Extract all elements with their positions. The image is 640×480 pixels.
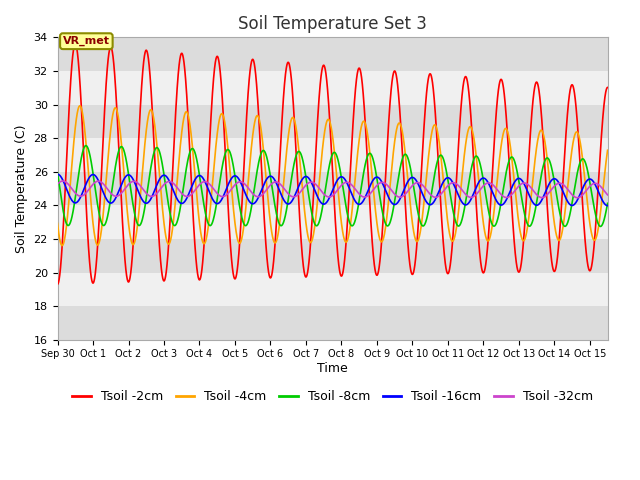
Tsoil -8cm (464, 184, 472, 190)
Line: Tsoil -2cm: Tsoil -2cm (58, 44, 607, 284)
Tsoil -4cm (384, 207, 392, 213)
Tsoil -16cm (264, 175, 271, 180)
Line: Tsoil -8cm: Tsoil -8cm (58, 145, 607, 227)
Tsoil -8cm (596, 224, 604, 229)
Tsoil -2cm (464, 83, 472, 89)
Tsoil -32cm (383, 182, 391, 188)
Tsoil -2cm (604, 84, 611, 90)
Tsoil -2cm (154, 211, 161, 217)
Tsoil -2cm (383, 139, 391, 144)
Line: Tsoil -16cm: Tsoil -16cm (58, 174, 607, 205)
Bar (58, 239, 607, 273)
Tsoil -8cm (154, 145, 161, 151)
Tsoil -2cm (264, 264, 271, 269)
Line: Tsoil -32cm: Tsoil -32cm (58, 181, 607, 198)
Tsoil -4cm (54, 220, 61, 226)
Bar (58, 273, 607, 306)
Tsoil -2cm (412, 258, 419, 264)
Bar (58, 37, 607, 71)
Bar (58, 172, 607, 205)
Tsoil -8cm (82, 143, 90, 148)
Tsoil -8cm (383, 223, 391, 229)
Title: Soil Temperature Set 3: Soil Temperature Set 3 (238, 15, 427, 33)
Y-axis label: Soil Temperature (C): Soil Temperature (C) (15, 124, 28, 253)
Tsoil -16cm (412, 176, 419, 182)
Tsoil -4cm (412, 237, 419, 242)
Tsoil -8cm (264, 159, 271, 165)
Tsoil -8cm (54, 170, 61, 176)
Tsoil -2cm (72, 41, 79, 47)
Tsoil -8cm (506, 156, 514, 162)
Tsoil -16cm (506, 190, 513, 195)
Tsoil -32cm (54, 181, 61, 187)
Tsoil -32cm (573, 195, 581, 201)
Tsoil -4cm (464, 128, 472, 133)
Tsoil -32cm (154, 190, 161, 195)
Bar (58, 138, 607, 172)
Bar (58, 71, 607, 105)
Tsoil -32cm (604, 192, 611, 198)
Bar (58, 105, 607, 138)
Tsoil -16cm (464, 201, 472, 207)
Bar (58, 205, 607, 239)
Line: Tsoil -4cm: Tsoil -4cm (58, 106, 607, 246)
Tsoil -4cm (58, 243, 66, 249)
Tsoil -16cm (154, 181, 161, 187)
Tsoil -32cm (506, 193, 514, 199)
Text: VR_met: VR_met (63, 36, 110, 46)
Legend: Tsoil -2cm, Tsoil -4cm, Tsoil -8cm, Tsoil -16cm, Tsoil -32cm: Tsoil -2cm, Tsoil -4cm, Tsoil -8cm, Tsoi… (67, 385, 598, 408)
X-axis label: Time: Time (317, 362, 348, 375)
Tsoil -4cm (154, 150, 161, 156)
Tsoil -4cm (604, 147, 611, 153)
Tsoil -4cm (506, 141, 514, 147)
Tsoil -16cm (383, 192, 391, 198)
Tsoil -32cm (59, 178, 67, 184)
Tsoil -4cm (76, 103, 84, 108)
Tsoil -16cm (54, 171, 61, 177)
Tsoil -32cm (412, 180, 419, 186)
Tsoil -8cm (412, 195, 419, 201)
Tsoil -32cm (264, 185, 271, 191)
Tsoil -8cm (604, 201, 611, 206)
Tsoil -16cm (604, 203, 611, 208)
Tsoil -2cm (54, 281, 61, 287)
Tsoil -2cm (506, 171, 514, 177)
Tsoil -4cm (264, 196, 272, 202)
Tsoil -32cm (464, 193, 472, 199)
Bar (58, 306, 607, 340)
